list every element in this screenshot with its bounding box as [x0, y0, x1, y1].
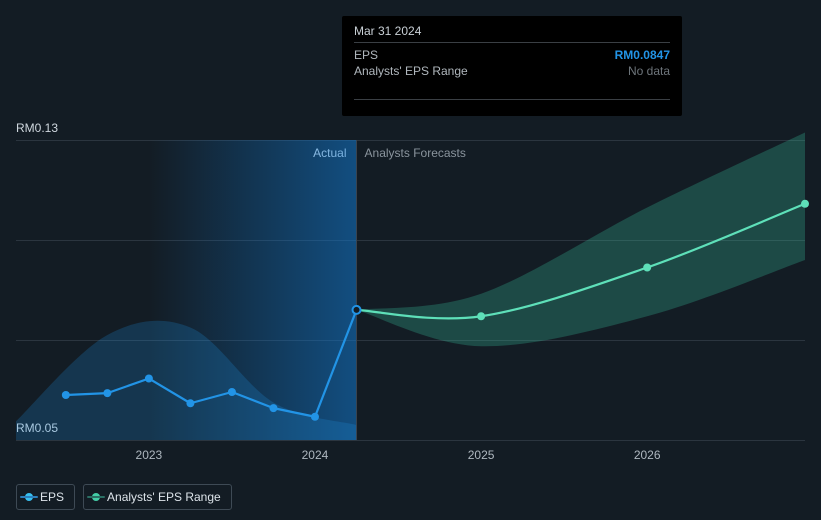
tooltip-label: Analysts' EPS Range [354, 64, 468, 78]
y-axis-tick-upper: RM0.13 [16, 121, 58, 137]
legend-swatch-eps [25, 493, 33, 501]
tooltip-row-eps: EPS RM0.0847 [354, 47, 670, 63]
tooltip-row-range: Analysts' EPS Range No data [354, 63, 670, 79]
gridline [16, 440, 805, 441]
legend: EPS Analysts' EPS Range [16, 484, 232, 510]
x-axis-tick: 2026 [634, 448, 661, 462]
legend-label: EPS [40, 490, 64, 504]
tooltip-divider [354, 99, 670, 100]
tooltip-value-range: No data [628, 64, 670, 78]
tooltip: Mar 31 2024 EPS RM0.0847 Analysts' EPS R… [342, 16, 682, 116]
legend-item-eps[interactable]: EPS [16, 484, 75, 510]
legend-swatch-range [92, 493, 100, 501]
x-axis-tick: 2025 [468, 448, 495, 462]
tooltip-label: EPS [354, 48, 378, 62]
x-axis-tick: 2024 [302, 448, 329, 462]
legend-label: Analysts' EPS Range [107, 490, 221, 504]
tooltip-date: Mar 31 2024 [354, 24, 670, 43]
x-axis-tick: 2023 [136, 448, 163, 462]
chart-plot[interactable] [16, 140, 805, 440]
tooltip-value-eps: RM0.0847 [615, 48, 670, 62]
legend-item-range[interactable]: Analysts' EPS Range [83, 484, 232, 510]
